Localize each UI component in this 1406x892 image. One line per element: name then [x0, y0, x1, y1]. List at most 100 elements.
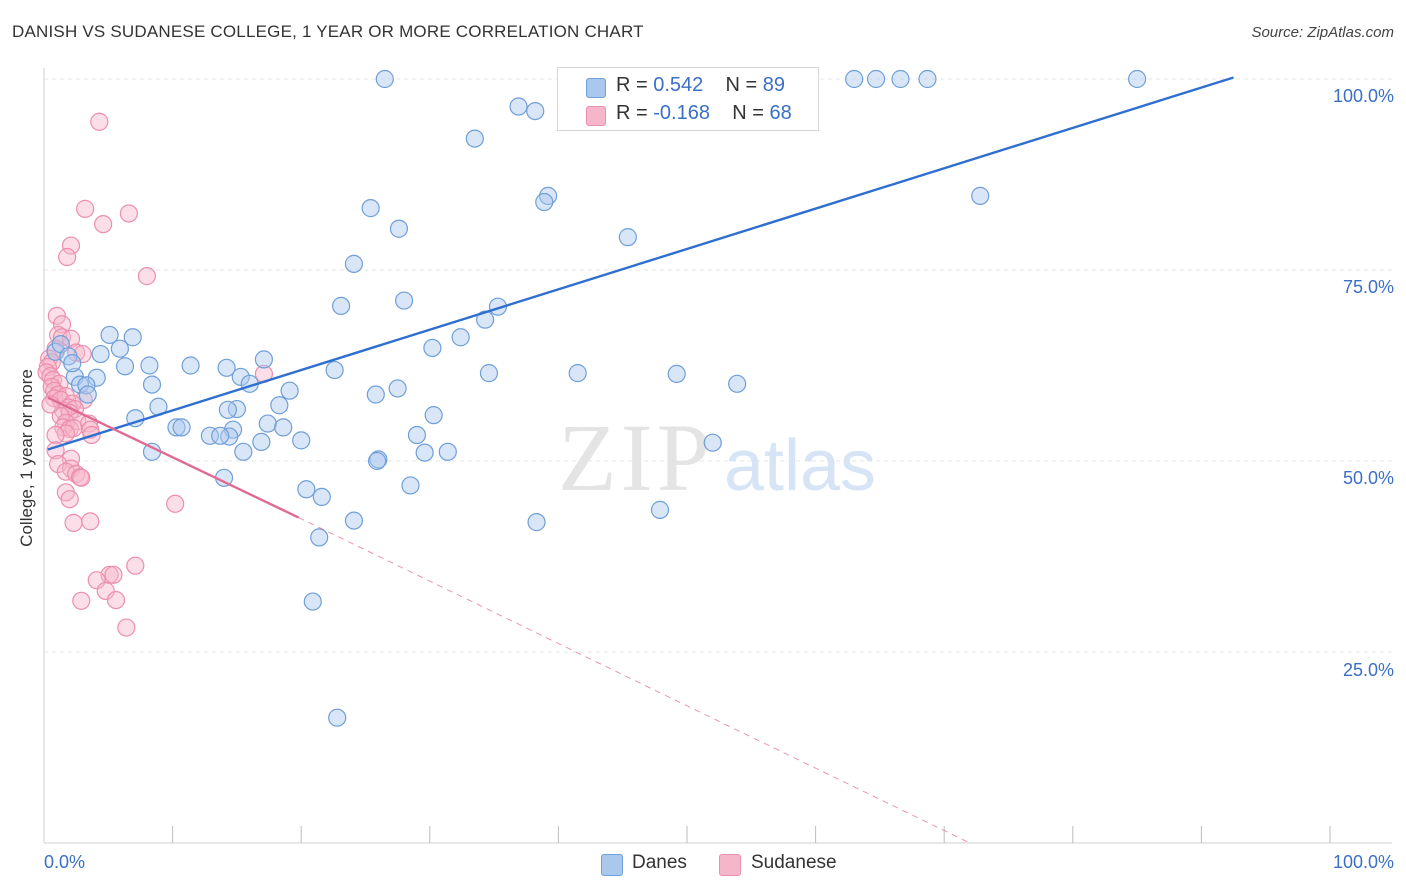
x-tick-label-max: 100.0%	[1332, 852, 1394, 872]
legend-r-value: -0.168	[653, 102, 710, 124]
danes-point	[509, 97, 528, 116]
sudanese-point	[117, 618, 136, 637]
danes-point	[389, 219, 409, 238]
correlation-legend: R = 0.542 N = 89 R = -0.168 N = 68	[557, 67, 819, 131]
sudanese-legend-label: Sudanese	[751, 852, 837, 873]
danes-trend-line	[47, 76, 1234, 451]
danes-point	[401, 476, 420, 495]
sudanese-point	[137, 267, 156, 286]
danes-point	[703, 433, 722, 452]
danes-point	[891, 69, 910, 89]
danes-point	[423, 338, 442, 358]
sudanese-point	[46, 425, 65, 445]
axes	[43, 68, 1392, 844]
danes-point	[618, 228, 637, 247]
danes-point	[63, 354, 82, 373]
y-axis-label: College, 1 year or more	[17, 369, 36, 547]
y-tick-label: 50.0%	[1342, 468, 1394, 488]
danes-legend-swatch	[601, 854, 623, 876]
sudanese-point	[72, 591, 91, 610]
danes-point	[918, 69, 937, 89]
danes-point	[234, 442, 253, 461]
legend-n-value: 89	[762, 74, 786, 96]
sudanese-point	[76, 199, 95, 218]
danes-point	[292, 431, 311, 450]
legend-r-label: R =	[616, 74, 654, 96]
danes-point	[91, 344, 110, 364]
danes-point	[142, 375, 162, 394]
danes-point	[650, 500, 670, 519]
danes-point	[115, 357, 135, 376]
danes-point	[312, 487, 331, 507]
danes-point	[526, 101, 545, 121]
sudanese-trend-extension	[298, 517, 971, 844]
danes-point	[479, 364, 499, 383]
danes-point	[328, 708, 347, 727]
legend-n-label: N =	[732, 102, 770, 124]
danes-point	[258, 414, 277, 433]
sudanese-point	[126, 556, 145, 575]
danes-point	[87, 368, 106, 387]
sudanese-point	[61, 329, 81, 348]
watermark-atlas: atlas	[724, 426, 876, 506]
danes-point	[845, 69, 864, 89]
danes-point	[375, 69, 394, 89]
danes-point	[568, 364, 587, 383]
sudanese-point	[94, 215, 113, 234]
sudanese-trend-line	[47, 396, 300, 519]
legend-n-value: 68	[769, 102, 792, 124]
danes-point	[172, 418, 191, 437]
legend-r-value: 0.542	[653, 74, 704, 96]
source-label: Source: ZipAtlas.com	[1251, 24, 1394, 41]
danes-point	[78, 385, 97, 404]
danes-point	[971, 186, 990, 205]
danes-point	[200, 426, 219, 445]
danes-point	[123, 328, 142, 347]
trend-lines	[47, 76, 1234, 844]
danes-point	[167, 418, 186, 437]
danes-point	[388, 379, 407, 398]
danes-point	[361, 199, 380, 218]
y-tick-label: 25.0%	[1342, 660, 1394, 680]
danes-point	[70, 375, 90, 394]
danes-point	[254, 350, 274, 369]
danes-point	[394, 291, 414, 310]
danes-point	[110, 339, 129, 358]
danes-points	[46, 69, 1147, 727]
danes-point	[465, 129, 484, 148]
danes-point	[344, 511, 364, 530]
danes-point	[451, 328, 470, 347]
danes-point	[310, 528, 329, 547]
y-tick-label: 75.0%	[1342, 277, 1394, 297]
sudanese-point	[90, 112, 109, 131]
danes-point	[535, 192, 554, 212]
series-legend: Danes Sudanese	[0, 852, 1406, 878]
danes-point	[366, 385, 385, 404]
legend-n-label: N =	[725, 74, 763, 96]
sudanese-point	[64, 513, 83, 532]
sudanese-point	[73, 344, 92, 364]
legend-r-label: R =	[616, 102, 654, 124]
danes-point	[280, 381, 299, 400]
danes-point	[218, 400, 237, 419]
danes-point	[866, 69, 886, 89]
danes-point	[415, 443, 434, 462]
danes-point	[217, 358, 236, 377]
danes-swatch	[586, 78, 606, 98]
danes-point	[1127, 69, 1147, 89]
danes-point	[331, 296, 351, 316]
danes-legend-label: Danes	[632, 852, 687, 873]
danes-point	[527, 513, 546, 532]
danes-point	[140, 356, 159, 375]
danes-point	[100, 325, 119, 345]
sudanese-point	[61, 236, 81, 255]
danes-point	[424, 406, 443, 425]
x-tick-label-min: 0.0%	[44, 852, 86, 872]
sudanese-swatch	[586, 106, 606, 126]
danes-point	[211, 426, 230, 445]
danes-point	[274, 418, 293, 437]
danes-point	[344, 254, 364, 273]
sudanese-point	[119, 204, 138, 223]
danes-point	[667, 364, 686, 384]
